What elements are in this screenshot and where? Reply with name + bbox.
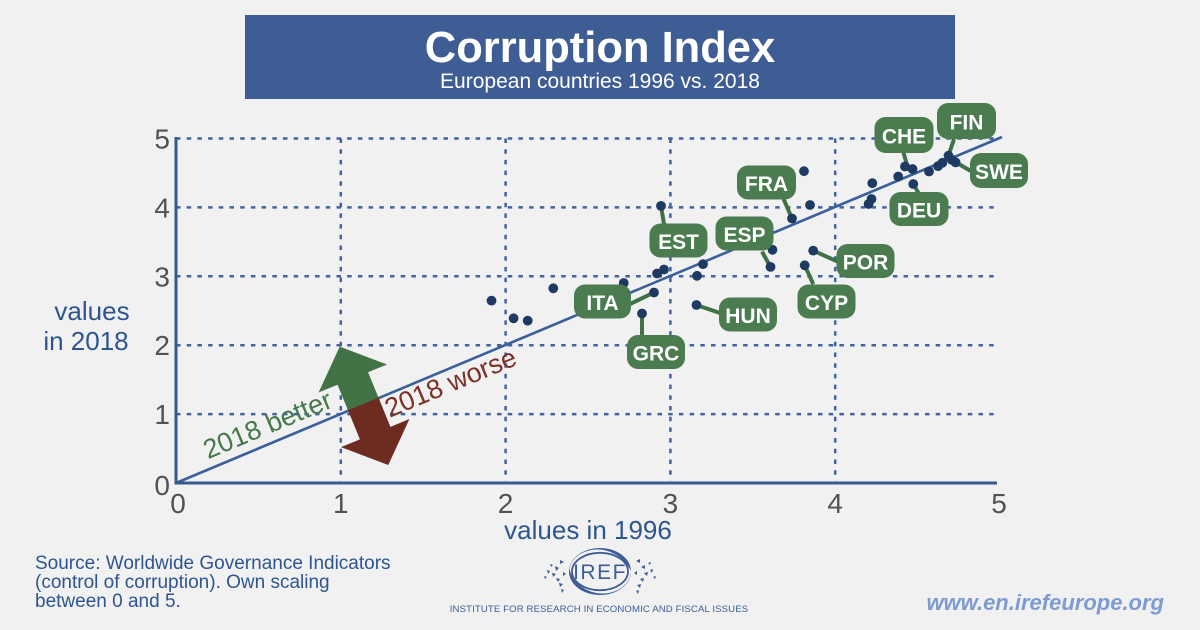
svg-text:4: 4 — [154, 192, 170, 223]
svg-text:2: 2 — [498, 488, 514, 519]
svg-text:GRC: GRC — [633, 343, 680, 366]
svg-text:CHE: CHE — [882, 126, 926, 149]
svg-text:5: 5 — [991, 488, 1007, 519]
svg-text:0: 0 — [154, 470, 170, 501]
svg-text:between 0 and 5.: between 0 and 5. — [35, 591, 181, 612]
svg-text:(control of corruption). Own s: (control of corruption). Own scaling — [35, 572, 330, 593]
svg-text:INSTITUTE FOR RESEARCH IN ECON: INSTITUTE FOR RESEARCH IN ECONOMIC AND F… — [450, 604, 749, 615]
svg-text:values: values — [54, 296, 129, 326]
svg-text:4: 4 — [827, 488, 843, 519]
svg-text:in 2018: in 2018 — [43, 326, 128, 356]
svg-text:CYP: CYP — [805, 292, 848, 315]
svg-text:3: 3 — [663, 488, 679, 519]
svg-text:EST: EST — [658, 231, 699, 254]
svg-text:3: 3 — [154, 261, 170, 292]
svg-text:5: 5 — [154, 124, 170, 155]
svg-text:1: 1 — [333, 488, 349, 519]
svg-text:IREF: IREF — [573, 561, 627, 584]
svg-text:POR: POR — [843, 252, 889, 275]
svg-text:ITA: ITA — [586, 292, 618, 315]
svg-text:0: 0 — [170, 488, 186, 519]
svg-text:1: 1 — [154, 399, 170, 430]
svg-text:FIN: FIN — [950, 112, 984, 135]
svg-text:ESP: ESP — [723, 224, 765, 247]
svg-text:HUN: HUN — [725, 305, 771, 328]
svg-text:values in 1996: values in 1996 — [504, 515, 672, 545]
svg-text:www.en.irefeurope.org: www.en.irefeurope.org — [926, 590, 1164, 615]
svg-text:Source: Worldwide Governance I: Source: Worldwide Governance Indicators — [35, 553, 391, 574]
svg-text:2: 2 — [154, 330, 170, 361]
svg-text:European countries 1996 vs. 20: European countries 1996 vs. 2018 — [440, 70, 760, 93]
svg-text:SWE: SWE — [975, 161, 1023, 184]
svg-text:FRA: FRA — [745, 173, 788, 196]
svg-text:Corruption Index: Corruption Index — [425, 24, 775, 72]
svg-text:DEU: DEU — [897, 200, 941, 223]
